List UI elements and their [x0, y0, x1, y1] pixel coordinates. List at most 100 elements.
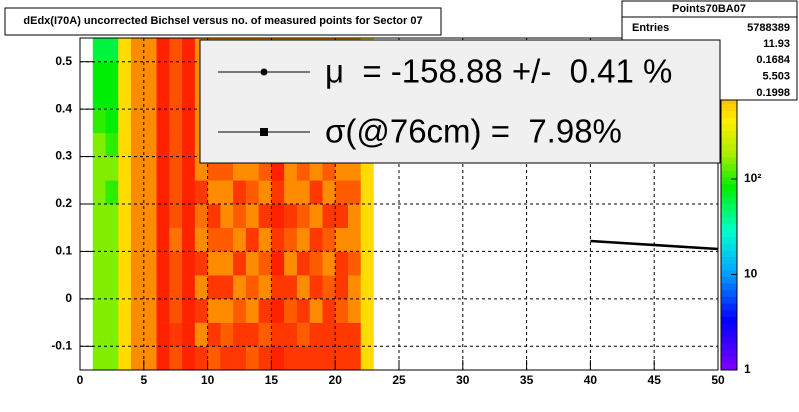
cell — [92, 322, 106, 347]
cell — [296, 346, 310, 371]
x-tick-label: 0 — [77, 373, 84, 387]
palette-step — [721, 283, 737, 291]
cell — [131, 298, 145, 323]
y-tick-label: 0.4 — [55, 101, 72, 115]
palette-step — [721, 204, 737, 212]
cell — [347, 346, 362, 371]
cell — [182, 227, 196, 252]
cell — [258, 346, 272, 371]
cell — [143, 275, 157, 300]
cell — [284, 275, 298, 300]
cell — [105, 227, 119, 252]
cell — [143, 180, 157, 205]
cell — [92, 156, 106, 181]
cell — [296, 180, 310, 205]
cell — [335, 298, 349, 323]
cell — [143, 85, 157, 110]
z-tick-label: 10² — [744, 171, 761, 185]
cell — [105, 251, 119, 276]
palette-step — [721, 296, 737, 305]
cell — [207, 275, 221, 300]
cell — [284, 298, 298, 323]
x-tick-label: 25 — [392, 373, 406, 387]
palette-step — [721, 117, 737, 125]
x-tick-label: 40 — [584, 373, 598, 387]
cell — [118, 298, 132, 323]
cell — [92, 298, 106, 323]
cell — [296, 275, 310, 300]
cell — [194, 346, 208, 371]
cell — [143, 156, 157, 181]
palette-step — [721, 277, 737, 285]
cell — [118, 322, 132, 347]
cell — [182, 346, 196, 371]
axes: 0 5 10 15 20 25 30 35 40 45 50 -0.1 0 0.1 0.2 0.3 0.4 0.5 — [51, 54, 725, 387]
cell — [207, 298, 221, 323]
stats-label: Entries — [632, 22, 669, 34]
cell — [258, 275, 272, 300]
cell — [118, 61, 132, 86]
cell — [309, 180, 323, 205]
palette-step — [721, 190, 737, 198]
cell — [105, 298, 119, 323]
legend-entry: σ(@76cm) = 7.98% — [325, 113, 622, 150]
cell — [233, 346, 247, 371]
palette-step — [721, 323, 737, 331]
cell — [245, 275, 259, 300]
stats-value: 5.503 — [762, 71, 790, 83]
cell — [182, 275, 196, 300]
cell — [271, 322, 285, 347]
cell — [335, 251, 349, 276]
cell — [220, 180, 234, 205]
cell — [360, 251, 374, 276]
cell — [169, 298, 183, 323]
cell — [143, 298, 157, 323]
legend-box — [199, 39, 721, 164]
cell — [182, 156, 196, 181]
cell — [194, 251, 208, 276]
cell — [118, 156, 132, 181]
cell — [105, 156, 119, 181]
cell — [220, 251, 234, 276]
cell — [322, 275, 336, 300]
cell — [92, 275, 106, 300]
legend-marker — [260, 68, 268, 76]
cell — [207, 180, 221, 205]
cell — [105, 85, 119, 110]
palette-step — [721, 316, 737, 325]
y-tick-label: 0.2 — [55, 196, 72, 210]
cell — [143, 322, 157, 347]
palette-step — [721, 164, 737, 172]
cell — [92, 85, 106, 110]
legend-marker — [260, 128, 268, 136]
palette-step — [721, 137, 737, 145]
cell — [182, 132, 196, 157]
cell — [105, 109, 119, 134]
cell — [360, 180, 374, 205]
cell — [271, 251, 285, 276]
cell — [245, 227, 259, 252]
palette-step — [721, 144, 737, 152]
cell — [322, 251, 336, 276]
cell — [182, 322, 196, 347]
cell — [194, 298, 208, 323]
stats-values: 11.93 0.1684 5.503 0.1998 — [756, 38, 791, 99]
cell — [194, 227, 208, 252]
x-tick-label: 30 — [456, 373, 470, 387]
cell — [118, 204, 132, 229]
cell — [131, 180, 145, 205]
cell — [131, 85, 145, 110]
cell — [284, 180, 298, 205]
cell — [169, 204, 183, 229]
cell — [156, 109, 170, 134]
cell — [182, 109, 196, 134]
cell — [245, 204, 259, 229]
cell — [118, 180, 132, 205]
cell — [271, 298, 285, 323]
cell — [284, 251, 298, 276]
cell — [233, 322, 247, 347]
x-tick-label: 10 — [201, 373, 215, 387]
cell — [271, 275, 285, 300]
cell — [182, 204, 196, 229]
